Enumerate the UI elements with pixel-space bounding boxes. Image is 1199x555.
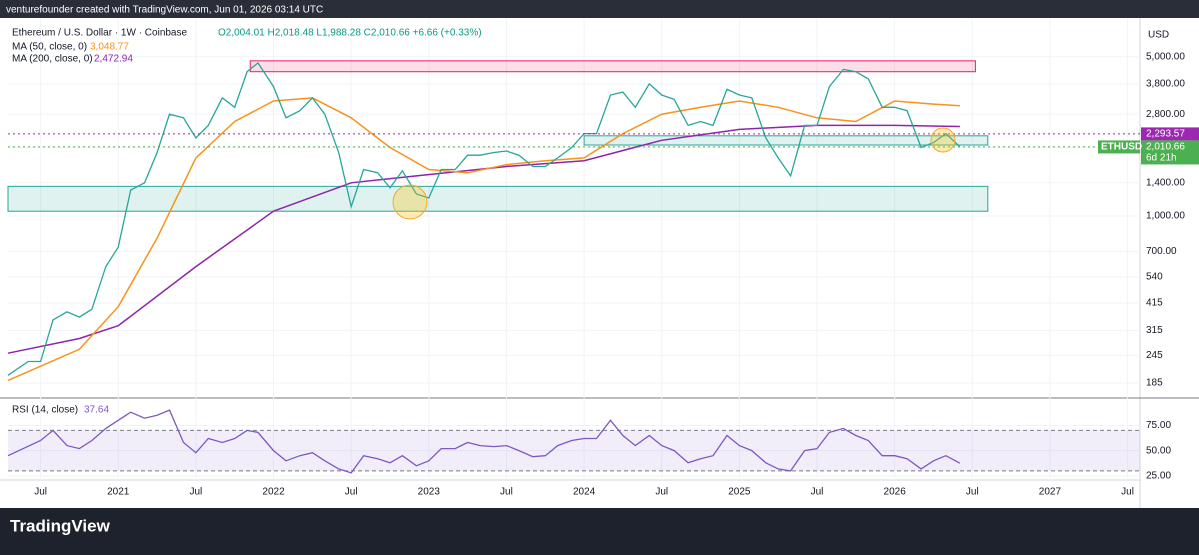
logo: TradingView xyxy=(10,516,111,535)
x-tick-label: Jul xyxy=(345,487,358,498)
highlight-circle xyxy=(930,127,956,153)
price-tag-label: 2,010.66 xyxy=(1146,142,1185,153)
x-tick-label: 2023 xyxy=(418,487,441,498)
legend-value: 3,048.77 xyxy=(90,42,129,53)
x-tick-label: Jul xyxy=(655,487,668,498)
zone xyxy=(249,60,976,73)
price-tag xyxy=(1141,127,1199,141)
x-tick-label: Jul xyxy=(500,487,513,498)
legend-value: 2,472.94 xyxy=(94,54,133,65)
y-tick-label: 245 xyxy=(1146,350,1163,361)
ohlc: O2,004.01 H2,018.48 L1,988.28 C2,010.66 … xyxy=(218,28,482,39)
currency: USD xyxy=(1148,30,1169,41)
series-line xyxy=(7,61,961,376)
bottom-bar xyxy=(0,508,1199,550)
x-tick-label: Jul xyxy=(189,487,202,498)
legend-entry: MA (50, close, 0) xyxy=(12,42,87,53)
x-tick-label: Jul xyxy=(966,487,979,498)
x-tick-label: Jul xyxy=(1121,487,1134,498)
price-tag xyxy=(1141,140,1199,165)
countdown: 6d 21h xyxy=(1146,153,1177,164)
rsi-value: 37.64 xyxy=(84,405,109,416)
y-tick-label: 700.00 xyxy=(1146,246,1177,257)
y-tick-label: 315 xyxy=(1146,325,1163,336)
y-tick-label: 1,000.00 xyxy=(1146,211,1185,222)
chart-title: Ethereum / U.S. Dollar · 1W · Coinbase xyxy=(12,28,187,39)
x-tick-label: 2024 xyxy=(573,487,596,498)
zone xyxy=(583,135,989,146)
x-tick-label: 2022 xyxy=(262,487,285,498)
series-line xyxy=(7,97,960,382)
symbol-tag-label: ETHUSD xyxy=(1101,142,1142,153)
y-tick-label: 5,000.00 xyxy=(1146,51,1185,62)
legend-entry: MA (200, close, 0) xyxy=(12,54,93,65)
highlight-circle xyxy=(392,184,428,220)
x-tick-label: 2027 xyxy=(1039,487,1062,498)
series-line xyxy=(7,409,961,474)
rsi-title: RSI (14, close) xyxy=(12,405,78,416)
x-tick-label: Jul xyxy=(811,487,824,498)
y-tick-label: 25.00 xyxy=(1146,471,1171,482)
x-tick-label: 2021 xyxy=(107,487,130,498)
marks: 185 245 315 415 540 700.00 1,000.00 1,400.00 2,0… xyxy=(7,18,1185,498)
price-tag-label: 2,293.57 xyxy=(1146,129,1185,140)
y-tick-label: 415 xyxy=(1146,298,1163,309)
y-tick-label: 75.00 xyxy=(1146,420,1171,431)
y-tick-label: 1,400.00 xyxy=(1146,177,1185,188)
y-tick-label: 540 xyxy=(1146,272,1163,283)
y-tick-label: 3,800.00 xyxy=(1146,79,1185,90)
y-tick-label: 2,800.00 xyxy=(1146,109,1185,120)
credit: venturefounder created with TradingView.… xyxy=(6,5,323,16)
rsi-band xyxy=(8,430,1140,471)
symbol-tag xyxy=(1098,140,1140,154)
y-tick-label: 185 xyxy=(1146,378,1163,389)
top-bar xyxy=(0,0,1199,18)
zone xyxy=(7,185,989,212)
y-tick-label: 50.00 xyxy=(1146,445,1171,456)
x-tick-label: Jul xyxy=(34,487,47,498)
x-tick-label: 2026 xyxy=(884,487,907,498)
x-tick-label: 2025 xyxy=(728,487,751,498)
